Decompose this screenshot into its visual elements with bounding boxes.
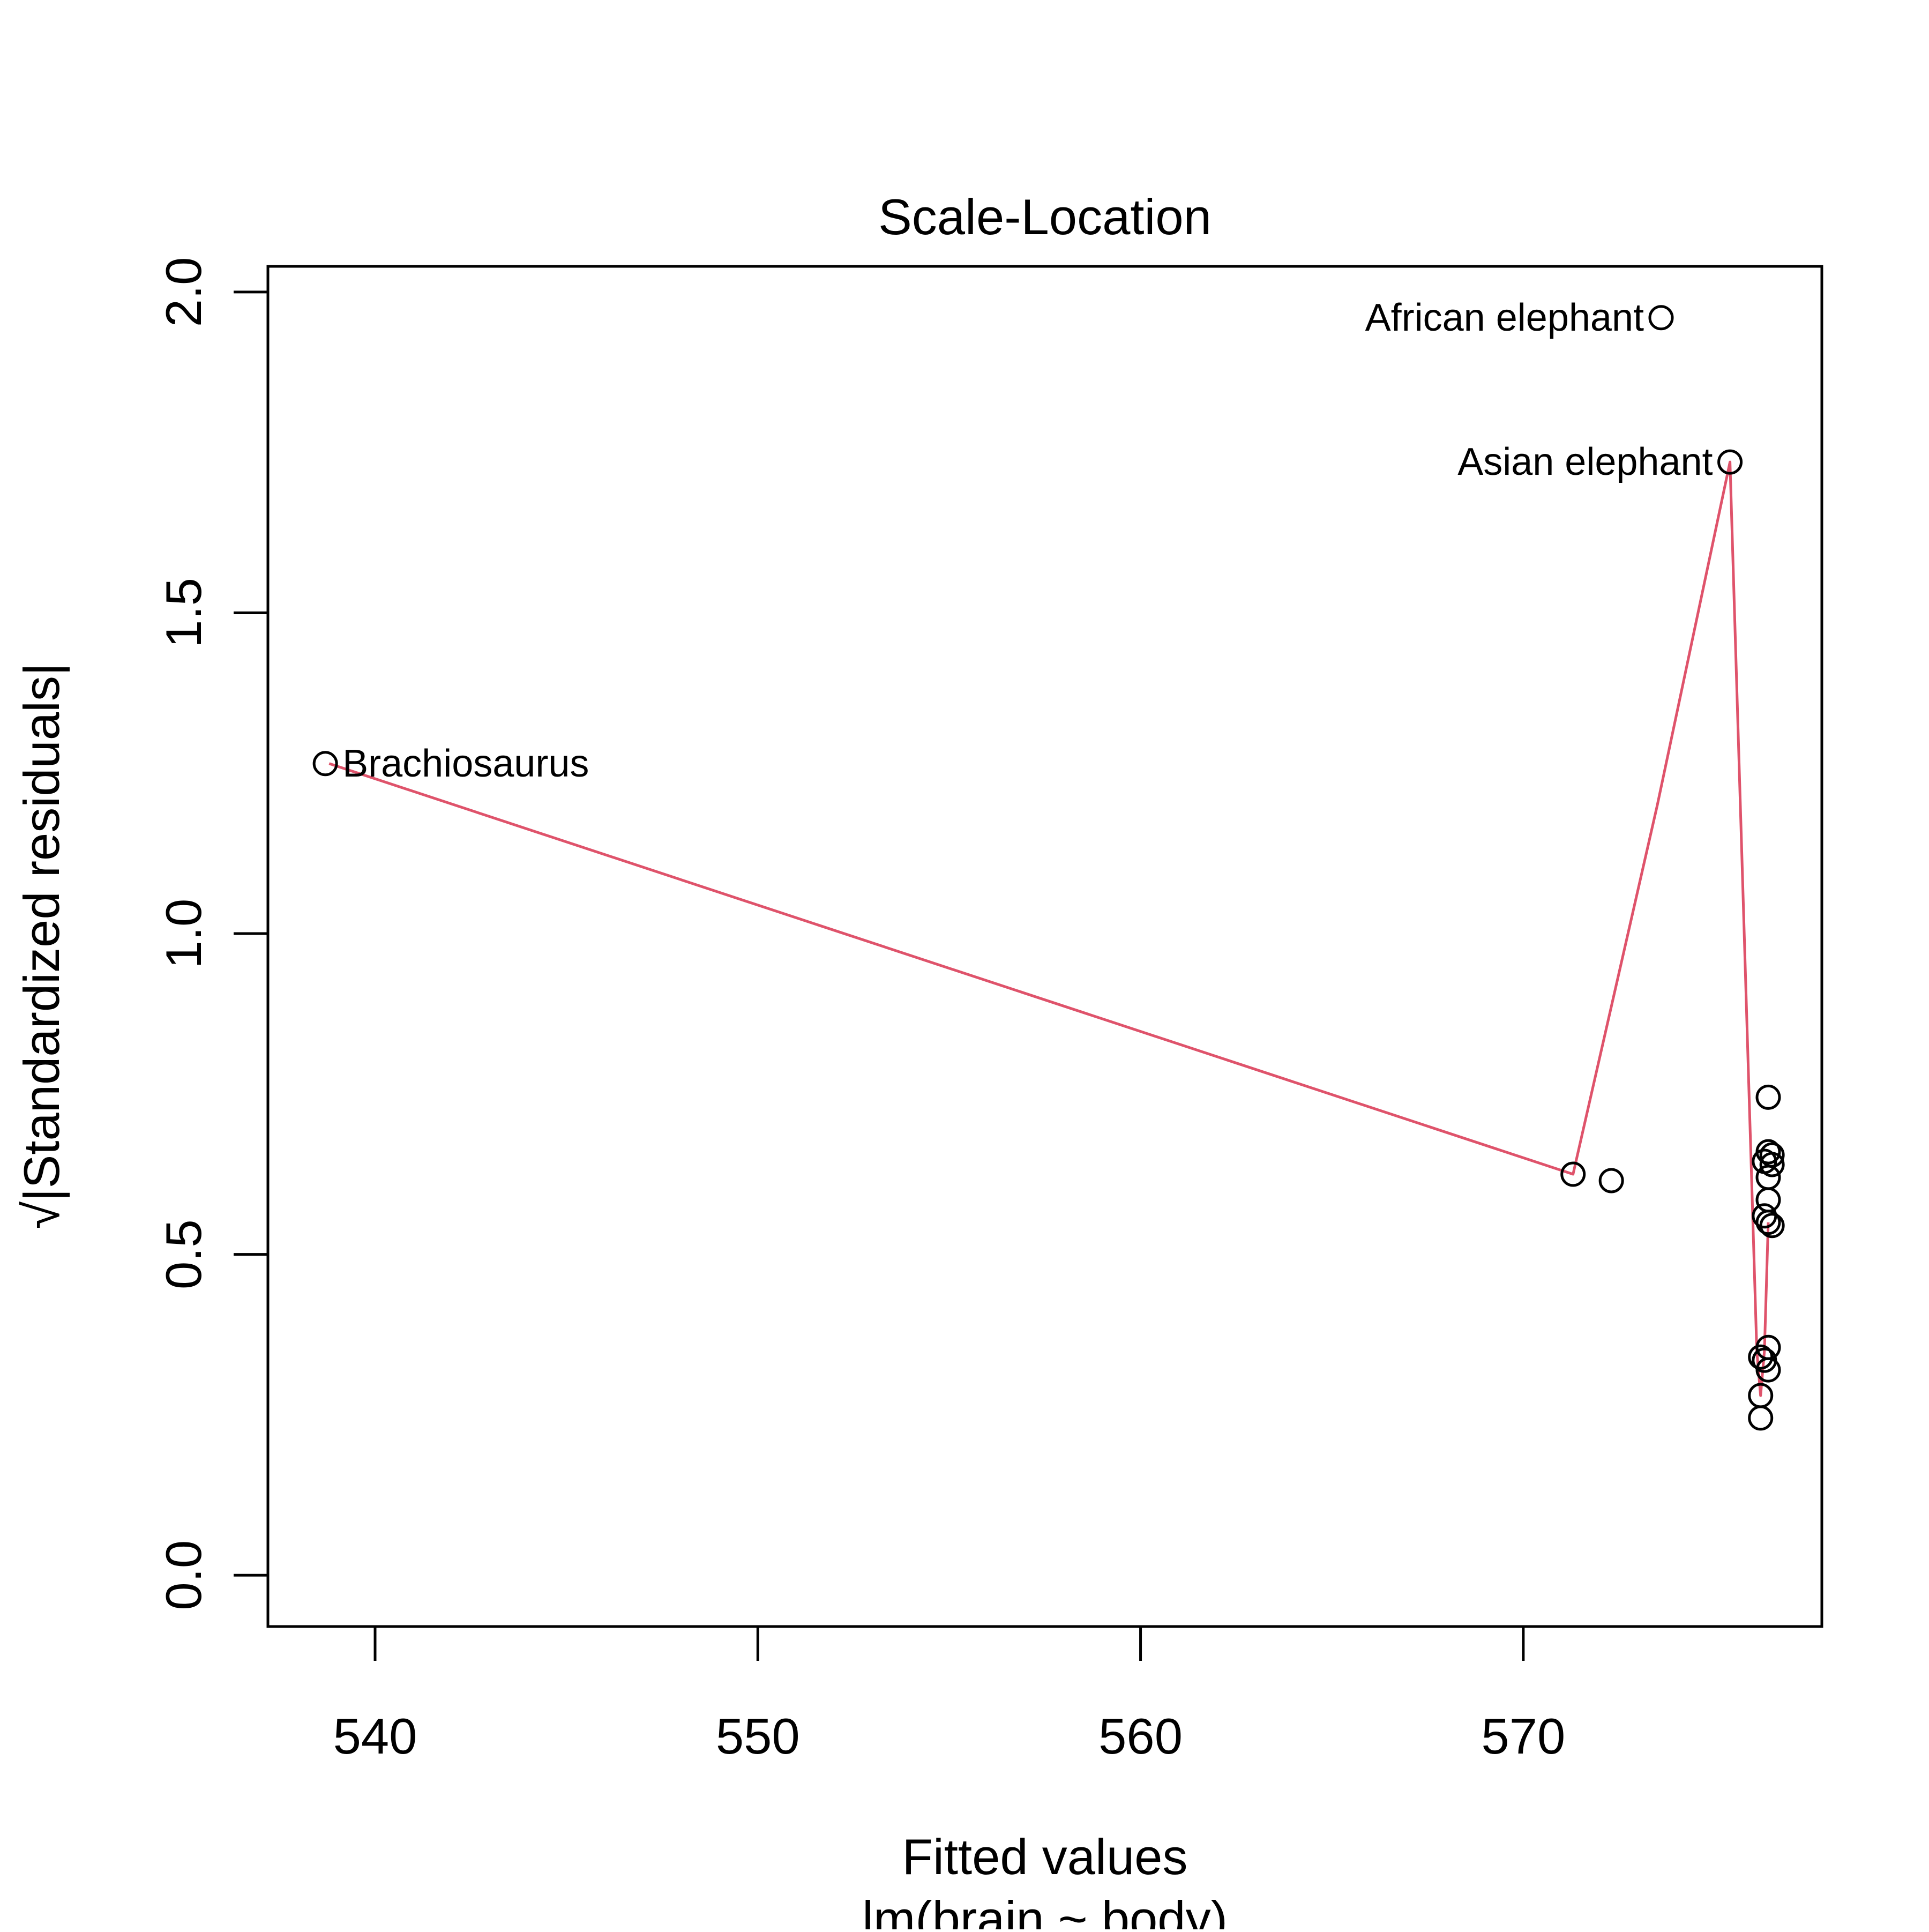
data-point bbox=[1748, 1344, 1774, 1370]
y-tick-label: 0.5 bbox=[155, 1219, 212, 1289]
data-point bbox=[1755, 1084, 1781, 1110]
plot-layer: 540 550 560 570 0.0 0.5 1.0 1.5 2.0 Brachiosaurus… bbox=[155, 257, 1823, 1764]
x-tick-label: 570 bbox=[1481, 1708, 1565, 1764]
x-tick-label: 550 bbox=[716, 1708, 800, 1764]
y-tick-label: 2.0 bbox=[155, 257, 212, 327]
data-point bbox=[312, 751, 338, 777]
x-axis-label: Fitted values bbox=[902, 1829, 1188, 1885]
data-point bbox=[1755, 1210, 1781, 1235]
data-point bbox=[1748, 1405, 1774, 1431]
smooth-line bbox=[328, 460, 1770, 1397]
point-label: African elephant bbox=[1365, 296, 1644, 339]
data-point bbox=[1755, 1357, 1781, 1383]
data-point bbox=[1598, 1168, 1624, 1193]
data-point bbox=[1759, 1152, 1785, 1177]
y-axis-label: √|Standardized residuals| bbox=[13, 663, 70, 1229]
data-point bbox=[1717, 449, 1743, 475]
y-tick-label: 0.0 bbox=[155, 1540, 212, 1610]
point-label: Asian elephant bbox=[1457, 441, 1713, 483]
point-label: Brachiosaurus bbox=[342, 742, 589, 785]
data-point bbox=[1759, 1213, 1785, 1239]
chart-title: Scale-Location bbox=[878, 189, 1212, 245]
x-axis-sublabel: lm(brain ~ body) bbox=[862, 1891, 1228, 1929]
data-point bbox=[1560, 1161, 1586, 1187]
y-tick-label: 1.5 bbox=[155, 578, 212, 648]
data-point bbox=[1648, 305, 1674, 331]
x-tick-label: 540 bbox=[333, 1708, 417, 1764]
x-tick-label: 560 bbox=[1098, 1708, 1183, 1764]
y-tick-label: 1.0 bbox=[155, 899, 212, 969]
